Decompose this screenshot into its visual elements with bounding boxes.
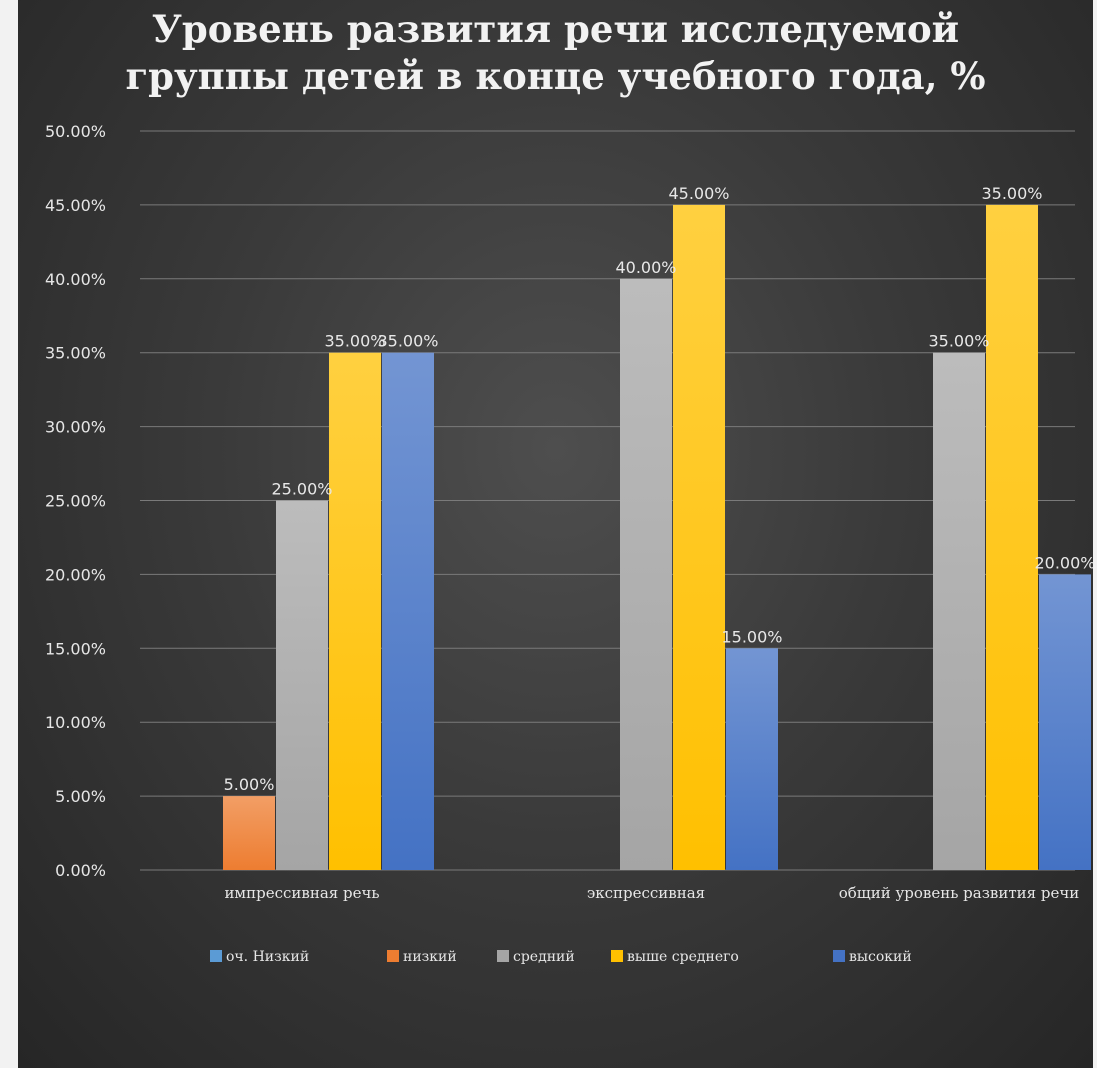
legend-label: средний: [513, 949, 575, 965]
bar-высокий-2: [726, 648, 778, 870]
chart-frame: Уровень развития речи исследуемой группы…: [18, 0, 1093, 1068]
data-label: 35.00%: [377, 332, 438, 351]
category-label: общий уровень развития речи: [839, 884, 1080, 902]
y-tick-label: 40.00%: [45, 270, 106, 289]
legend-swatch: [210, 950, 222, 962]
legend-swatch: [833, 950, 845, 962]
bar-высокий-1: [382, 352, 434, 870]
chart-plot-area: 0.00% 5.00% 10.00% 15.00% 20.00% 25.00% 30.00%…: [45, 122, 1093, 965]
y-tick-label: 20.00%: [45, 565, 106, 584]
data-label: 15.00%: [721, 627, 782, 646]
data-label: 5.00%: [224, 775, 275, 794]
bar-выше-среднего-2: [673, 204, 725, 870]
legend: оч. Низкий низкий средний выше среднего высо…: [210, 949, 912, 965]
data-label: 35.00%: [981, 184, 1042, 203]
data-label: 20.00%: [1034, 553, 1093, 572]
category-label: импрессивная речь: [224, 884, 379, 902]
category-label: экспрессивная: [587, 884, 705, 902]
y-tick-label: 50.00%: [45, 122, 106, 141]
y-tick-label: 35.00%: [45, 344, 106, 363]
data-label: 25.00%: [271, 480, 332, 499]
legend-swatch: [611, 950, 623, 962]
bar-выше-среднего-3: [986, 204, 1038, 870]
y-tick-label: 30.00%: [45, 418, 106, 437]
bar-выше-среднего-1: [329, 352, 381, 870]
y-axis-tick-labels: 0.00% 5.00% 10.00% 15.00% 20.00% 25.00% 30.00%…: [45, 122, 106, 880]
legend-label: оч. Низкий: [226, 949, 309, 965]
data-label: 35.00%: [928, 332, 989, 351]
legend-label: низкий: [403, 949, 457, 965]
bar-средний-1: [276, 500, 328, 870]
bar-средний-2: [620, 278, 672, 870]
data-labels: 5.00%25.00%35.00%35.00%40.00%45.00%15.00…: [224, 184, 1093, 794]
chart-title: Уровень развития речи исследуемой группы…: [125, 7, 986, 98]
y-tick-label: 15.00%: [45, 639, 106, 658]
y-tick-label: 10.00%: [45, 713, 106, 732]
bar-средний-3: [933, 352, 985, 870]
legend-label: выше среднего: [627, 949, 739, 965]
y-tick-label: 5.00%: [55, 787, 106, 806]
legend-swatch: [497, 950, 509, 962]
legend-label: высокий: [849, 949, 912, 965]
bar-высокий-3: [1039, 574, 1091, 870]
data-label: 35.00%: [324, 332, 385, 351]
y-tick-label: 45.00%: [45, 196, 106, 215]
y-tick-label: 25.00%: [45, 492, 106, 511]
bar-низкий-1: [223, 796, 275, 870]
category-labels: импрессивная речь экспрессивная общий уров…: [224, 884, 1079, 902]
y-tick-label: 0.00%: [55, 861, 106, 880]
data-label: 40.00%: [615, 258, 676, 277]
bars: [223, 204, 1091, 870]
legend-swatch: [387, 950, 399, 962]
gridlines: [140, 130, 1075, 871]
data-label: 45.00%: [668, 184, 729, 203]
